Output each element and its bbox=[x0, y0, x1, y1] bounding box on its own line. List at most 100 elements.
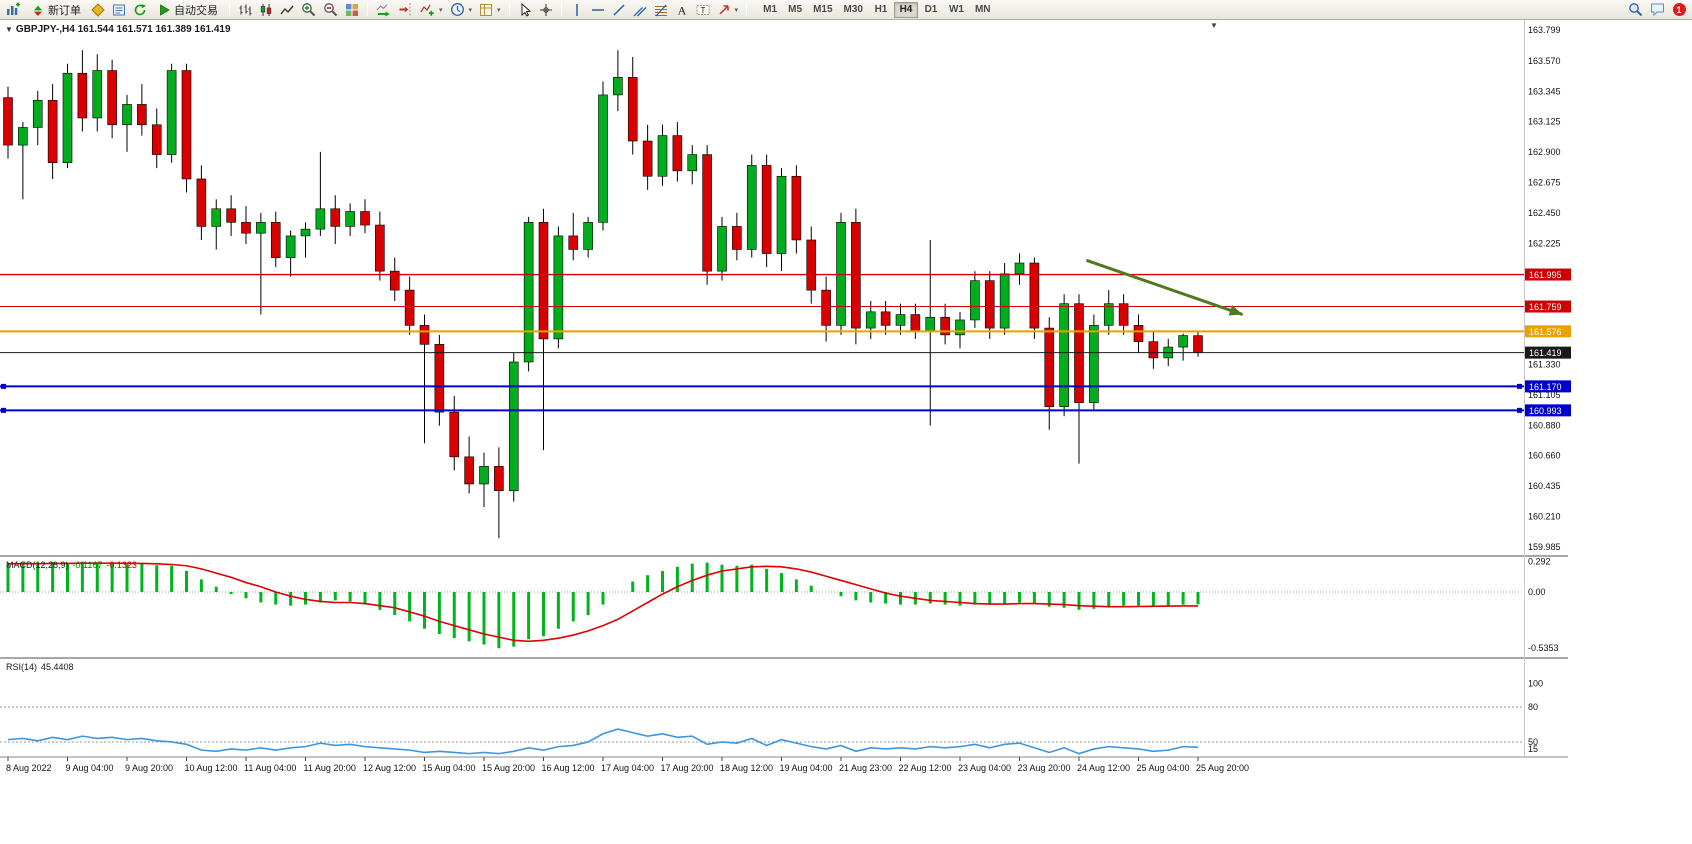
candle-body bbox=[538, 222, 549, 340]
tile-windows-button[interactable] bbox=[342, 1, 362, 18]
crosshair-button[interactable] bbox=[536, 1, 556, 18]
vertical-line-button[interactable] bbox=[567, 1, 587, 18]
candle-body bbox=[910, 314, 921, 332]
candle-body bbox=[315, 208, 326, 230]
dropdown-caret-icon: ▾ bbox=[497, 6, 501, 14]
candle-body bbox=[1148, 341, 1159, 359]
macd-axis-label: 0.00 bbox=[1528, 587, 1546, 597]
line-handle[interactable] bbox=[1, 383, 6, 389]
line-chart-button[interactable] bbox=[277, 1, 297, 18]
time-axis-label: 15 Aug 04:00 bbox=[423, 763, 476, 773]
time-axis-label: 15 Aug 20:00 bbox=[482, 763, 535, 773]
price-tag-label: 161.759 bbox=[1529, 302, 1562, 312]
macd-signal-line bbox=[8, 562, 1199, 643]
metaeditor-button[interactable] bbox=[88, 1, 108, 18]
price-axis[interactable]: 163.799 163.570 163.345 163.125 162.900 162.6… bbox=[1528, 25, 1561, 552]
time-axis-label: 18 Aug 12:00 bbox=[720, 763, 773, 773]
chart-title: ▼ GBPJPY-,H4 161.544 161.571 161.389 161.… bbox=[5, 24, 231, 35]
tile-windows-icon bbox=[346, 3, 358, 16]
chart-shift-marker-icon[interactable]: ▼ bbox=[1210, 21, 1218, 30]
autotrading-icon bbox=[160, 3, 170, 16]
candle-body bbox=[375, 224, 385, 272]
fibonacci-icon bbox=[654, 4, 667, 16]
price-axis-label: 160.210 bbox=[1528, 512, 1561, 522]
candle-body bbox=[270, 222, 281, 258]
timeframe-w1-button[interactable]: W1 bbox=[944, 2, 969, 18]
auto-scroll-button[interactable] bbox=[373, 1, 394, 18]
new-chart-button[interactable] bbox=[3, 1, 24, 18]
timeframe-m15-button[interactable]: M15 bbox=[808, 2, 837, 18]
candle-body bbox=[166, 70, 177, 155]
price-axis-label: 160.435 bbox=[1528, 481, 1561, 491]
candle-body bbox=[568, 235, 579, 250]
timeframe-h1-button[interactable]: H1 bbox=[869, 2, 893, 18]
cursor-button[interactable] bbox=[515, 1, 535, 18]
search-button[interactable] bbox=[1625, 1, 1646, 18]
text-label-icon: T bbox=[696, 4, 710, 15]
timeframe-h4-button[interactable]: H4 bbox=[893, 1, 918, 18]
timeframe-d1-button[interactable]: D1 bbox=[919, 2, 943, 18]
candle-body bbox=[1178, 335, 1188, 348]
candle-body bbox=[181, 70, 192, 180]
horizontal-line-icon bbox=[591, 8, 604, 11]
candle-body bbox=[196, 178, 207, 227]
horizontal-line-button[interactable] bbox=[588, 1, 608, 18]
arrows-button[interactable]: ▾ bbox=[714, 1, 742, 18]
time-axis-label: 25 Aug 04:00 bbox=[1137, 763, 1190, 773]
indicators-button[interactable]: ▾ bbox=[417, 1, 446, 18]
timeframe-mn-button[interactable]: MN bbox=[970, 2, 996, 18]
zoom-out-button[interactable] bbox=[320, 1, 341, 18]
time-axis-label: 21 Aug 23:00 bbox=[839, 763, 892, 773]
autotrading-button[interactable]: 自动交易 bbox=[151, 1, 224, 18]
text-button[interactable]: A bbox=[672, 1, 692, 18]
templates-button[interactable]: ▾ bbox=[476, 1, 504, 18]
timeframe-m30-button[interactable]: M30 bbox=[839, 2, 868, 18]
market-watch-button[interactable] bbox=[109, 1, 129, 18]
candle-body bbox=[3, 97, 13, 146]
notifications-button[interactable]: 1 bbox=[1669, 1, 1689, 18]
line-handle[interactable] bbox=[1517, 383, 1522, 389]
collapse-chart-icon[interactable]: ▼ bbox=[5, 25, 13, 34]
trend-arrow[interactable] bbox=[1085, 258, 1244, 316]
line-handle[interactable] bbox=[1517, 407, 1522, 413]
templates-icon bbox=[480, 3, 493, 16]
chart-shift-button[interactable] bbox=[395, 1, 416, 18]
candle-body bbox=[419, 325, 430, 345]
timeframe-m5-button[interactable]: M5 bbox=[783, 2, 807, 18]
candle-body bbox=[241, 222, 251, 234]
candle-body bbox=[761, 165, 772, 254]
chat-button[interactable] bbox=[1647, 1, 1668, 18]
candle-body bbox=[687, 154, 698, 172]
timeframe-m1-button[interactable]: M1 bbox=[758, 2, 782, 18]
macd-axis-label: -0.5353 bbox=[1528, 643, 1559, 653]
text-label-button[interactable]: T bbox=[693, 1, 713, 18]
candlestick-chart-button[interactable] bbox=[256, 1, 276, 18]
dropdown-caret-icon: ▾ bbox=[439, 6, 443, 14]
periods-button[interactable]: ▾ bbox=[447, 1, 476, 18]
cursor-icon bbox=[521, 2, 531, 17]
candle-body bbox=[107, 70, 117, 126]
price-axis-label: 162.450 bbox=[1528, 208, 1561, 218]
refresh-button[interactable] bbox=[130, 1, 150, 18]
toolbar-separator bbox=[746, 3, 748, 16]
price-tag-label: 161.576 bbox=[1529, 327, 1562, 337]
trendline-button[interactable] bbox=[609, 1, 629, 18]
line-handle[interactable] bbox=[1, 407, 6, 413]
fibonacci-button[interactable] bbox=[651, 1, 671, 18]
candle-body bbox=[18, 127, 28, 146]
zoom-in-button[interactable] bbox=[298, 1, 319, 18]
new-order-button[interactable]: 新订单 bbox=[25, 1, 87, 18]
equidistant-channel-button[interactable] bbox=[630, 1, 650, 18]
macd-indicator-label: MACD(12,26,9) -0.1167 -0.1323 bbox=[6, 560, 141, 570]
candle-body bbox=[702, 154, 712, 272]
price-axis-label: 161.105 bbox=[1528, 390, 1561, 400]
time-axis[interactable]: 8 Aug 2022 9 Aug 04:00 9 Aug 20:00 10 Aug 1… bbox=[6, 757, 1249, 773]
ohlc-bars-button[interactable] bbox=[235, 1, 255, 18]
candle-body bbox=[955, 319, 965, 336]
time-axis-label: 25 Aug 20:00 bbox=[1196, 763, 1249, 773]
candle-body bbox=[583, 222, 593, 250]
arrows-icon bbox=[719, 4, 729, 15]
chart-shift-icon bbox=[399, 3, 411, 16]
